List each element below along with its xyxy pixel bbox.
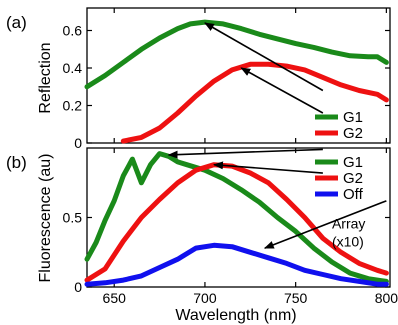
annotation-arrow-a-1 <box>240 67 324 114</box>
panel-a-label: (a) <box>6 13 27 32</box>
x-tick-label: 650 <box>103 290 127 306</box>
series-line-a-g2 <box>120 61 389 144</box>
y-tick-label-a: 0.6 <box>63 23 83 39</box>
legend-label-a-g1: G1 <box>343 109 363 126</box>
legend-label-b-g1: G1 <box>343 154 363 171</box>
series-line-b-g2 <box>84 162 389 283</box>
panel-a-ylabel: Reflection <box>37 42 54 113</box>
x-tick-label: 750 <box>284 290 308 306</box>
annotation-text-array: Array (x10) <box>332 216 365 250</box>
y-tick-label-a: 0.4 <box>63 60 83 76</box>
legend-label-b-off: Off <box>343 186 364 203</box>
x-tick-label: 700 <box>193 290 217 306</box>
x-tick-label: 800 <box>375 290 398 306</box>
y-tick-label-a: 0 <box>74 135 82 151</box>
panel-b-fluorescence: (b) Fluorescence (au) Wavelength (nm) 0 0… <box>6 147 398 324</box>
legend-label-b-g2: G2 <box>343 170 363 187</box>
legend-label-a-g2: G2 <box>343 125 363 142</box>
annotation-arrow-a-0 <box>204 22 324 92</box>
panel-b-ylabel: Fluorescence (au) <box>37 154 54 283</box>
annotation-arrow-b-1 <box>213 161 323 174</box>
annotation-arrow-b-2 <box>263 200 387 249</box>
series-line-b-off <box>84 242 389 287</box>
plot-frame-a <box>86 7 391 144</box>
y-tick-label-a: 0.2 <box>63 98 83 114</box>
y-tick-label-b: 0 <box>74 279 82 295</box>
x-axis-label: Wavelength (nm) <box>175 307 296 324</box>
y-tick-label-b: 0.5 <box>63 210 83 226</box>
series-line-b-g1 <box>84 151 389 284</box>
annotation-arrow-b-0 <box>167 148 323 159</box>
panel-b-label: (b) <box>6 153 27 172</box>
series-line-a-g1 <box>84 19 389 90</box>
